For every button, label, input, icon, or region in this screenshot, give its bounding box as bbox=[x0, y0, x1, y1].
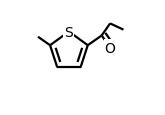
Text: O: O bbox=[105, 41, 115, 55]
Text: S: S bbox=[65, 25, 73, 39]
